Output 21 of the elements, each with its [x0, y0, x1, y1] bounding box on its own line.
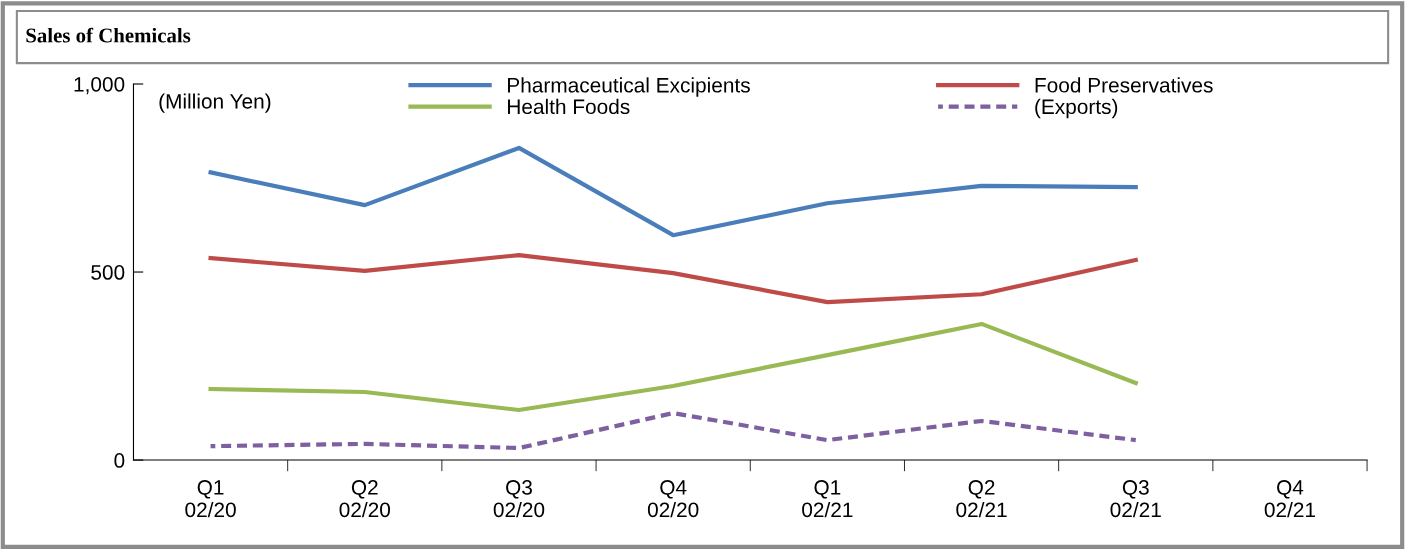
x-tick-label: Q4 02/21	[1264, 480, 1316, 518]
legend-label: Health Foods	[508, 98, 630, 115]
x-tick-label: Q3 02/21	[1110, 480, 1161, 518]
legend-label: Pharmaceutical Excipients	[508, 77, 750, 97]
x-tick-label: Q2 02/21	[956, 480, 1007, 518]
x-tick-label: Q3 02/20	[493, 480, 545, 518]
legend-label: (Exports)	[1035, 98, 1118, 119]
chart-title: Sales of Chemicals	[26, 27, 191, 43]
line-series	[208, 321, 1138, 413]
x-tick-label: Q1 02/20	[185, 480, 236, 518]
x-tick-label: Q1 02/21	[802, 480, 853, 518]
y-tick-label: 500	[91, 265, 125, 280]
line-series	[208, 253, 1138, 305]
y-tick-label: 1,000	[74, 77, 125, 95]
y-tick-label: 0	[114, 453, 125, 468]
x-tick-label: Q4 02/20	[647, 480, 699, 518]
line-series	[208, 145, 1138, 238]
legend-label: Food Preservatives	[1035, 77, 1213, 93]
annotation: (Million Yen)	[159, 93, 271, 113]
x-tick-label: Q2 02/20	[339, 480, 391, 518]
line-series	[208, 410, 1138, 451]
